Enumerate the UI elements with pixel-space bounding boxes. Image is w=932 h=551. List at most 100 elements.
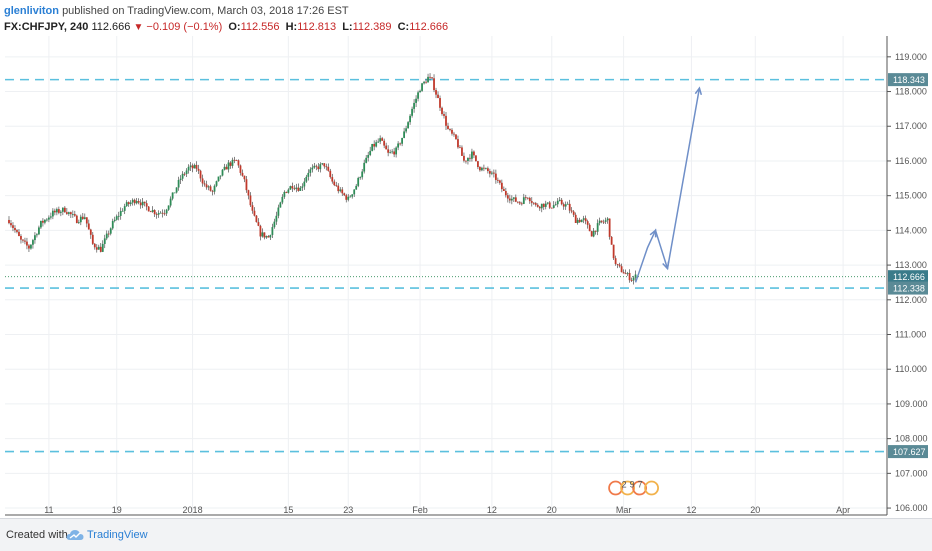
- candle-body: [239, 165, 242, 173]
- candle-body: [30, 244, 32, 249]
- candle-body: [51, 210, 54, 217]
- candle-body: [22, 239, 24, 241]
- candle-body: [532, 202, 535, 204]
- y-tick-label: 114.000: [895, 225, 927, 235]
- candle-body: [600, 220, 603, 222]
- candle-body: [85, 217, 88, 224]
- candle-body: [610, 236, 613, 245]
- candle-body: [345, 195, 348, 200]
- candle-body: [405, 128, 407, 132]
- candle-body: [129, 202, 132, 205]
- chart-header: glenliviton published on TradingView.com…: [4, 3, 928, 35]
- candle-body: [614, 258, 617, 265]
- candle-body: [42, 220, 44, 223]
- candle-body: [14, 227, 16, 231]
- candle-body: [217, 176, 220, 182]
- author-link[interactable]: glenliviton: [4, 5, 59, 17]
- price-tag-label: 107.627: [893, 447, 926, 457]
- candle-body: [550, 207, 553, 209]
- candle-body: [504, 190, 507, 196]
- y-tick-label: 116.000: [895, 156, 927, 166]
- candle-body: [113, 219, 116, 222]
- x-tick-label: 23: [343, 505, 353, 515]
- candle-body: [592, 230, 595, 237]
- candle-body: [359, 177, 362, 179]
- candle-body: [165, 209, 168, 214]
- candle-body: [417, 92, 419, 99]
- x-tick-label: Apr: [836, 505, 850, 515]
- candle-body: [153, 210, 156, 215]
- candle-body: [524, 197, 527, 199]
- candle-body: [321, 163, 324, 165]
- candle-body: [363, 162, 366, 172]
- candle-body: [269, 234, 272, 238]
- price-tag-label: 112.666: [893, 272, 925, 282]
- x-tick-label: 15: [283, 505, 293, 515]
- candle-body: [279, 202, 282, 208]
- candle-body: [612, 244, 615, 259]
- candle-body: [570, 210, 573, 212]
- x-tick-label: Mar: [616, 505, 632, 515]
- candle-body: [161, 212, 164, 214]
- candle-body: [429, 76, 431, 78]
- candle-body: [331, 177, 334, 182]
- candle-body: [95, 247, 98, 250]
- candle-body: [618, 264, 621, 267]
- candle-body: [28, 245, 30, 249]
- candle-body: [323, 163, 326, 167]
- candle-body: [357, 177, 360, 186]
- tradingview-cloud-icon[interactable]: [66, 528, 84, 546]
- candle-body: [451, 129, 453, 134]
- y-tick-label: 109.000: [895, 399, 928, 409]
- candle-body: [177, 180, 180, 188]
- candle-body: [213, 185, 216, 192]
- candle-body: [141, 201, 144, 206]
- candle-body: [8, 219, 10, 224]
- candle-body: [556, 200, 559, 205]
- event-marker-circle: [608, 480, 623, 496]
- created-with-text: Created with: [6, 529, 68, 541]
- candle-body: [520, 203, 523, 205]
- candle-body: [588, 224, 591, 232]
- candle-body: [381, 138, 384, 141]
- candle-body: [99, 246, 102, 252]
- candle-body: [367, 154, 370, 158]
- candle-body: [606, 218, 609, 221]
- low-label: L:: [342, 21, 353, 33]
- candle-body: [514, 197, 517, 202]
- candle-body: [215, 181, 218, 186]
- candle-body: [594, 230, 597, 232]
- price-tag-box: [888, 445, 928, 459]
- candle-body: [578, 219, 581, 223]
- candle-body: [233, 159, 236, 161]
- candle-body: [303, 181, 306, 187]
- candle-body: [26, 241, 28, 246]
- candle-body: [492, 172, 495, 174]
- candle-body: [369, 150, 372, 155]
- price-chart[interactable]: 11 19 2018 15 23 Feb 12 20 Mar 12 20 Apr 119.000 118.…: [0, 0, 932, 518]
- candle-body: [61, 207, 64, 212]
- candle-body: [117, 215, 120, 217]
- candle-body: [409, 115, 411, 123]
- candle-body: [483, 167, 485, 169]
- candle-body: [199, 170, 202, 179]
- candle-body: [187, 166, 190, 171]
- candle-body: [562, 204, 565, 207]
- candle-body: [53, 210, 56, 213]
- candle-body: [65, 212, 68, 214]
- tradingview-brand-link[interactable]: TradingView: [87, 529, 148, 541]
- candle-body: [463, 155, 465, 161]
- candle-body: [560, 199, 563, 205]
- candle-body: [185, 170, 188, 175]
- candle-body: [69, 212, 72, 215]
- candle-body: [534, 203, 537, 205]
- candle-body: [632, 277, 635, 281]
- candle-body: [48, 217, 50, 220]
- last-price: 112.666: [91, 21, 131, 33]
- candle-body: [285, 191, 288, 193]
- candle-body: [44, 219, 46, 223]
- candle-body: [339, 189, 342, 192]
- candle-body: [433, 78, 435, 91]
- open-value: 112.556: [240, 21, 280, 33]
- candle-body: [181, 173, 184, 179]
